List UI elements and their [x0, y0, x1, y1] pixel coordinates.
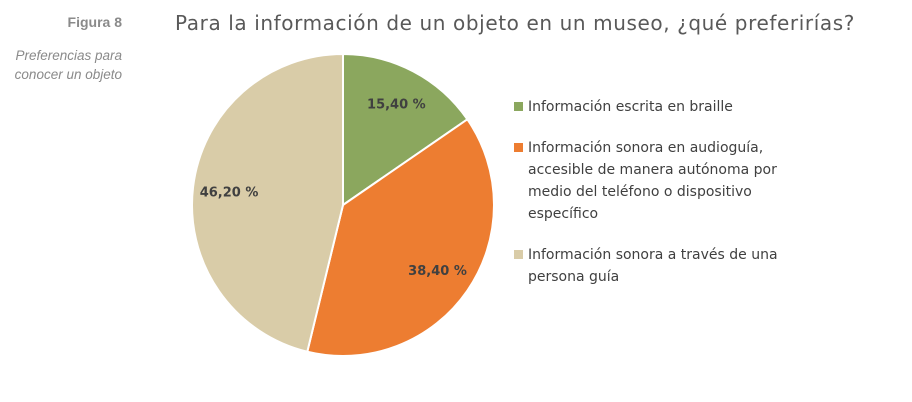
legend-label: Información sonora en audioguía, accesib… — [528, 140, 777, 222]
pie-slice — [342, 52, 469, 207]
legend-swatch — [514, 143, 523, 152]
data-label: 15,40 % — [367, 97, 426, 112]
legend: Información escrita en braille Informació… — [514, 96, 804, 307]
figure-label: Figura 8 — [67, 14, 122, 30]
legend-label: Información escrita en braille — [528, 99, 733, 115]
legend-label: Información sonora a través de una perso… — [528, 247, 778, 285]
chart-title: Para la información de un objeto en un m… — [175, 11, 855, 35]
legend-item: Información sonora en audioguía, accesib… — [514, 137, 804, 225]
data-label: 46,20 % — [200, 185, 259, 200]
legend-swatch — [514, 250, 523, 259]
figure-subtitle: Preferencias para conocer un objeto — [14, 48, 122, 82]
legend-swatch — [514, 102, 523, 111]
pie-slice — [306, 117, 495, 357]
data-label: 38,40 % — [408, 264, 467, 279]
legend-item: Información sonora a través de una perso… — [514, 244, 804, 288]
pie-slice — [191, 52, 344, 353]
legend-item: Información escrita en braille — [514, 96, 804, 118]
